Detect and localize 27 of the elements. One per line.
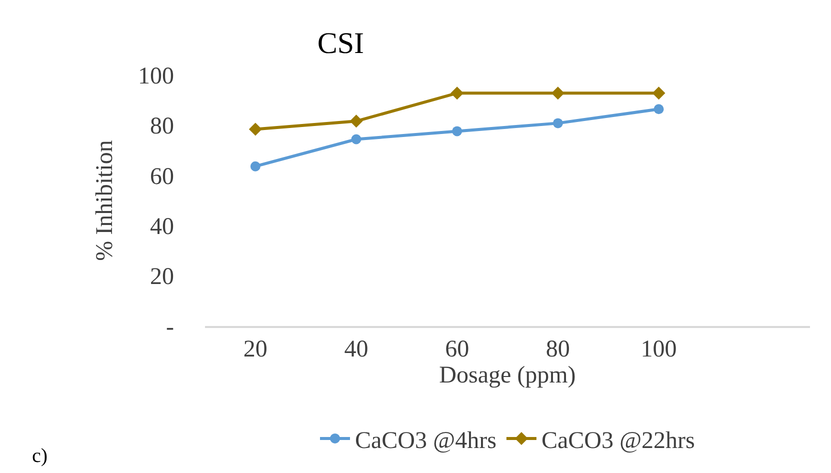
chart-title: CSI: [317, 27, 364, 60]
point: [452, 126, 462, 136]
point: [652, 86, 666, 100]
point: [248, 122, 262, 136]
point: [551, 86, 564, 100]
y-tick-label: 100: [138, 63, 174, 90]
x-tick-label: 100: [640, 336, 677, 363]
x-tick-label: 20: [243, 336, 268, 363]
x-tick-label: 80: [546, 336, 570, 363]
x-axis-title: Dosage (ppm): [439, 362, 576, 389]
point: [654, 104, 664, 114]
point: [250, 161, 260, 172]
y-tick-label: 60: [150, 164, 174, 190]
y-tick-label: 40: [150, 214, 174, 240]
legend-label: CaCO3 @22hrs: [541, 428, 695, 454]
point: [351, 134, 362, 144]
y-tick-label: -: [166, 314, 174, 340]
x-tick-label: 40: [344, 336, 368, 363]
point: [350, 114, 363, 128]
point: [552, 118, 563, 128]
y-tick-label: 80: [150, 114, 174, 140]
y-axis-title: % Inhibition: [92, 140, 118, 261]
point: [450, 86, 464, 100]
y-tick-label: 20: [150, 264, 174, 290]
text: c): [32, 445, 48, 467]
x-tick-label: 60: [445, 336, 470, 363]
legend-label: CaCO3 @4hrs: [355, 428, 496, 454]
